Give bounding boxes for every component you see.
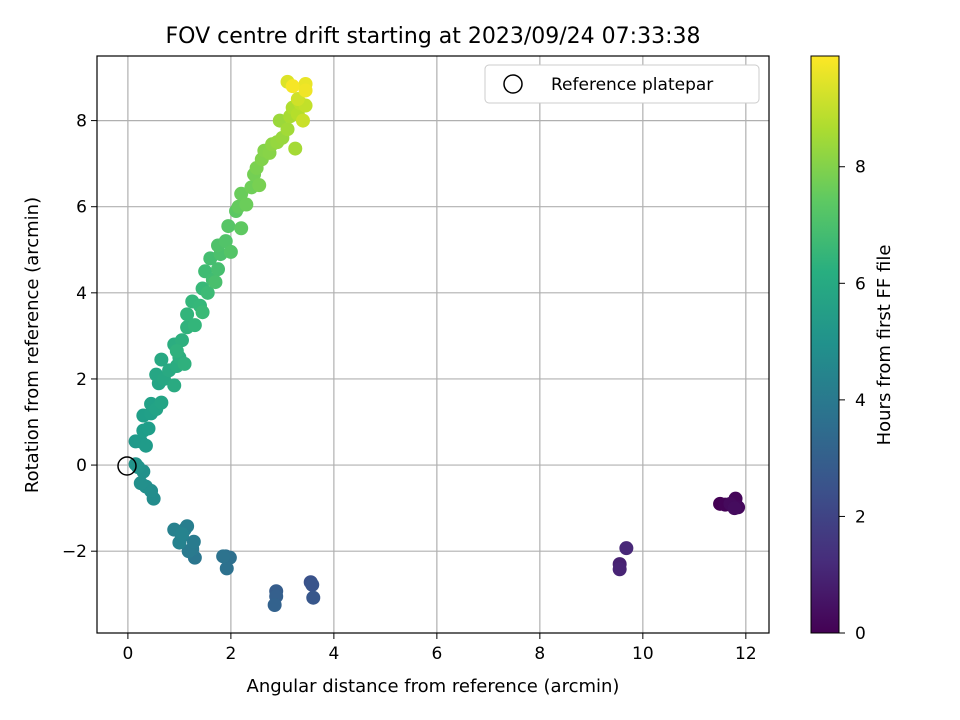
reference-marker — [117, 456, 137, 476]
y-axis-label: Rotation from reference (arcmin) — [22, 197, 43, 493]
data-point — [195, 305, 210, 320]
data-point — [133, 476, 148, 491]
data-points — [128, 74, 746, 613]
data-point — [218, 234, 233, 249]
data-point — [169, 343, 184, 358]
data-point — [619, 541, 634, 556]
y-tick-label: 4 — [76, 284, 87, 304]
chart-title: FOV centre drift starting at 2023/09/24 … — [166, 24, 701, 49]
data-point — [154, 395, 169, 410]
data-point — [174, 526, 189, 541]
colorbar-tick-label: 8 — [855, 158, 866, 178]
data-point — [223, 244, 238, 259]
y-tick-label: 0 — [76, 456, 87, 476]
data-point — [288, 141, 303, 156]
y-tick-label: −2 — [62, 542, 87, 562]
x-tick-label: 2 — [225, 644, 236, 664]
plot-frame — [96, 55, 770, 634]
y-tick-label: 8 — [76, 112, 87, 132]
legend: Reference platepar — [484, 64, 760, 104]
data-point — [208, 275, 223, 290]
y-tick-label: 6 — [76, 198, 87, 218]
colorbar-ticks: 0 2 4 6 8 — [839, 158, 866, 644]
x-axis-ticks: 0 2 4 6 8 10 12 — [122, 633, 757, 664]
data-point — [305, 577, 320, 592]
data-point — [306, 590, 321, 605]
data-point — [138, 438, 153, 453]
data-point — [252, 178, 267, 193]
data-point — [177, 356, 192, 371]
colorbar: 0 2 4 6 8 Hours from first FF file — [810, 55, 895, 644]
colorbar-tick-label: 2 — [855, 507, 866, 527]
y-axis-ticks: −2 0 2 4 6 8 — [62, 112, 97, 562]
x-tick-label: 4 — [328, 644, 339, 664]
data-point — [234, 186, 249, 201]
y-tick-label: 2 — [76, 370, 87, 390]
legend-marker — [503, 74, 523, 94]
data-point — [727, 501, 742, 516]
x-tick-label: 0 — [122, 644, 133, 664]
data-point — [216, 549, 231, 564]
colorbar-gradient — [810, 55, 840, 634]
data-point — [298, 83, 313, 98]
data-point — [234, 221, 249, 236]
data-point — [267, 598, 282, 613]
data-point — [141, 421, 156, 436]
data-point — [200, 285, 215, 300]
data-point — [154, 352, 169, 367]
data-point — [174, 333, 189, 348]
data-point — [187, 318, 202, 333]
data-point — [180, 307, 195, 322]
legend-entry: Reference platepar — [551, 75, 713, 95]
data-point — [295, 113, 310, 128]
data-point — [280, 122, 295, 137]
data-point — [167, 378, 182, 393]
colorbar-tick-label: 4 — [855, 391, 866, 411]
x-tick-label: 12 — [735, 644, 757, 664]
colorbar-label: Hours from first FF file — [874, 245, 895, 446]
data-point — [211, 262, 226, 277]
colorbar-tick-label: 6 — [855, 274, 866, 294]
x-tick-label: 10 — [632, 644, 654, 664]
data-point — [219, 561, 234, 576]
data-point — [239, 197, 254, 212]
x-axis-label: Angular distance from reference (arcmin) — [247, 676, 620, 697]
data-point — [285, 79, 300, 94]
colorbar-tick-label: 0 — [855, 624, 866, 644]
x-tick-label: 6 — [431, 644, 442, 664]
legend-box — [484, 64, 760, 104]
x-tick-label: 8 — [534, 644, 545, 664]
data-point — [612, 562, 627, 577]
data-point — [186, 534, 201, 549]
data-point — [221, 219, 236, 234]
